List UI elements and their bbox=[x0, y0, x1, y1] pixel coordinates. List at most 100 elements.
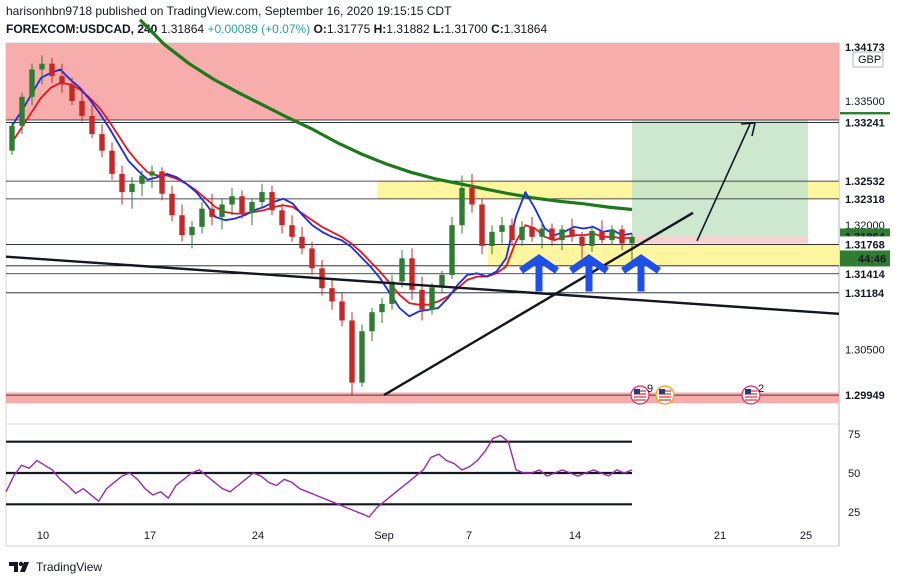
flag-canton bbox=[659, 389, 665, 395]
candle-body bbox=[609, 229, 615, 241]
candle-body bbox=[119, 173, 125, 193]
candle-body bbox=[509, 225, 515, 241]
candle bbox=[619, 225, 625, 251]
candle-body bbox=[619, 229, 625, 244]
high-value: 1.31882 bbox=[386, 22, 430, 36]
candle bbox=[149, 165, 155, 188]
candle-body bbox=[29, 69, 35, 97]
candle-body bbox=[309, 248, 315, 269]
candle-body bbox=[249, 202, 255, 213]
candle bbox=[259, 183, 265, 209]
blue-up-arrow-1 bbox=[519, 254, 559, 292]
candle bbox=[449, 216, 455, 280]
candle bbox=[39, 55, 45, 85]
price-label-bg bbox=[840, 387, 890, 404]
rsi-tick-label: 50 bbox=[848, 468, 860, 480]
publisher-line: harisonhbn9718 published on TradingView.… bbox=[6, 4, 452, 18]
candle bbox=[429, 283, 435, 315]
candle-body bbox=[399, 258, 405, 282]
candle-body bbox=[49, 63, 55, 77]
candle-body bbox=[109, 150, 115, 174]
rsi-tick-label: 25 bbox=[848, 507, 860, 519]
candle-body bbox=[549, 228, 555, 241]
candle bbox=[479, 198, 485, 255]
blue-up-arrow-3 bbox=[621, 254, 661, 292]
close-value: 1.31864 bbox=[503, 22, 548, 36]
x-tick-label: 17 bbox=[144, 530, 156, 542]
price-label-bg bbox=[840, 236, 890, 253]
price-change: +0.00089 (+0.07%) bbox=[207, 22, 311, 36]
candle-body bbox=[269, 192, 275, 211]
event-marker[interactable]: 9 bbox=[630, 383, 653, 405]
projection-arrowhead bbox=[740, 122, 757, 137]
candle-body bbox=[429, 287, 435, 310]
candle bbox=[529, 216, 535, 242]
bar-countdown: 44:46 bbox=[858, 253, 886, 265]
candle-body bbox=[149, 171, 155, 176]
candle bbox=[269, 185, 275, 216]
candle-body bbox=[339, 301, 345, 321]
candle bbox=[369, 308, 375, 342]
candle-body bbox=[169, 193, 175, 216]
candle-body bbox=[179, 215, 185, 236]
candle-body bbox=[39, 63, 45, 70]
countdown-bg bbox=[840, 250, 890, 267]
candle bbox=[309, 241, 315, 275]
candle-body bbox=[129, 183, 135, 193]
candle-body bbox=[289, 225, 295, 237]
candle-body bbox=[139, 175, 145, 184]
price-label: 1.32318 bbox=[845, 194, 885, 206]
price-label: 1.31768 bbox=[845, 239, 885, 251]
candle bbox=[349, 312, 355, 396]
candle-body bbox=[569, 229, 575, 237]
candle bbox=[489, 225, 495, 255]
rsi-line bbox=[5, 434, 633, 518]
candle-body bbox=[459, 187, 465, 226]
zone-resistance bbox=[6, 43, 839, 121]
candle-body bbox=[559, 229, 565, 241]
price-label: 1.33500 bbox=[845, 96, 885, 108]
symbol: FOREXCOM:USDCAD, 240 bbox=[6, 22, 158, 36]
descending-trendline bbox=[5, 255, 840, 316]
candle bbox=[79, 91, 85, 122]
event-count: 9 bbox=[647, 383, 653, 395]
currency-badge-box[interactable] bbox=[852, 51, 884, 68]
candle bbox=[389, 274, 395, 310]
candle-body bbox=[89, 115, 95, 135]
candle bbox=[339, 293, 345, 327]
flag-canton bbox=[634, 389, 640, 395]
candle-body bbox=[239, 196, 245, 213]
candle bbox=[199, 202, 205, 234]
candle bbox=[359, 324, 365, 387]
event-marker[interactable] bbox=[655, 385, 675, 405]
event-count: 2 bbox=[758, 383, 764, 395]
zone-low-zone bbox=[6, 392, 839, 404]
ma-slow-line bbox=[138, 18, 633, 212]
blue-up-arrow-2 bbox=[569, 254, 609, 292]
candle bbox=[459, 175, 465, 234]
candle-body bbox=[209, 208, 215, 217]
x-tick-label: 24 bbox=[252, 530, 264, 542]
candle-body bbox=[219, 204, 225, 217]
symbol-line: FOREXCOM:USDCAD, 240 1.31864 +0.00089 (+… bbox=[6, 22, 547, 36]
candle-body bbox=[259, 192, 265, 203]
tradingview-logo[interactable]: TradingView bbox=[8, 560, 102, 574]
candle bbox=[99, 124, 105, 158]
price-label: 1.31414 bbox=[845, 269, 886, 281]
candle-body bbox=[99, 134, 105, 151]
price-label-bg bbox=[840, 114, 890, 131]
event-marker[interactable]: 2 bbox=[741, 383, 764, 405]
candle bbox=[409, 248, 415, 300]
candle bbox=[609, 225, 615, 246]
candle-body bbox=[529, 226, 535, 237]
close-label: C: bbox=[491, 22, 504, 36]
candle bbox=[589, 225, 595, 252]
candle bbox=[189, 221, 195, 249]
price-label-bg bbox=[840, 190, 890, 207]
currency-badge[interactable]: GBP bbox=[858, 54, 881, 66]
candle bbox=[129, 177, 135, 209]
candle-body bbox=[159, 171, 165, 194]
us-flag-icon bbox=[655, 385, 675, 405]
candle-body bbox=[299, 236, 305, 249]
